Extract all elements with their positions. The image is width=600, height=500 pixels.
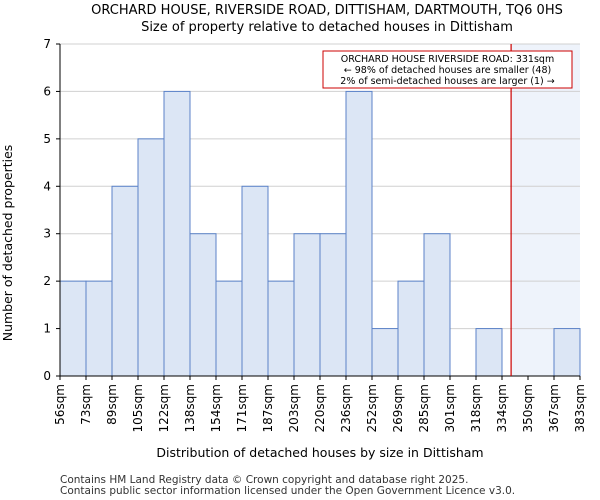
y-tick-label: 6: [43, 84, 51, 98]
x-tick-label: 269sqm: [391, 384, 405, 432]
chart-title: ORCHARD HOUSE, RIVERSIDE ROAD, DITTISHAM…: [91, 3, 563, 18]
bar: [345, 90, 373, 377]
bar: [423, 233, 451, 377]
y-tick-label: 2: [43, 274, 51, 288]
x-tick-label: 334sqm: [495, 384, 509, 432]
x-tick-label: 105sqm: [131, 384, 145, 432]
bar: [319, 233, 347, 377]
bar: [553, 328, 581, 377]
y-axis-label: Number of detached properties: [0, 145, 15, 342]
bar: [215, 280, 243, 377]
bar: [137, 138, 165, 377]
bar: [371, 328, 399, 377]
x-tick-label: 154sqm: [209, 384, 223, 432]
x-axis-label: Distribution of detached houses by size …: [156, 445, 483, 460]
y-tick-label: 7: [43, 37, 51, 51]
x-tick-label: 350sqm: [521, 384, 535, 432]
y-tick-label: 4: [43, 179, 51, 193]
plot-area: 0 1 2 3 4 5 6 7 56sqm 73sqm 89sqm 105sqm 122sqm 138sq…: [43, 37, 587, 432]
annotation-text: ← 98% of detached houses are smaller (48…: [344, 65, 551, 76]
y-tick-label: 5: [43, 132, 51, 146]
x-tick-label: 383sqm: [573, 384, 587, 432]
x-tick-label: 73sqm: [79, 384, 93, 425]
bar: [241, 185, 269, 377]
x-tick-label: 187sqm: [261, 384, 275, 432]
x-tick-label: 171sqm: [235, 384, 249, 432]
bar: [189, 233, 217, 377]
x-tick-label: 203sqm: [287, 384, 301, 432]
y-tick-label: 0: [43, 369, 51, 383]
y-tick-label: 1: [43, 322, 51, 336]
annotation-box: [322, 50, 573, 89]
bar: [475, 328, 503, 377]
x-tick-label: 89sqm: [105, 384, 119, 425]
x-tick-label: 301sqm: [443, 384, 457, 432]
annotation-text: 2% of semi-detached houses are larger (1…: [340, 76, 554, 87]
x-tick-label: 56sqm: [53, 384, 67, 425]
bar: [111, 185, 139, 377]
bar: [59, 280, 87, 377]
bar: [163, 90, 191, 377]
x-tick-label: 318sqm: [469, 384, 483, 432]
x-tick-label: 252sqm: [365, 384, 379, 432]
shaded-region: [511, 44, 580, 376]
y-tick-label: 3: [43, 227, 51, 241]
footer-line-2: Contains public sector information licen…: [60, 485, 515, 497]
x-tick-label: 285sqm: [417, 384, 431, 432]
bar: [267, 280, 295, 377]
x-tick-label: 367sqm: [547, 384, 561, 432]
x-tick-label: 236sqm: [339, 384, 353, 432]
bar: [293, 233, 321, 377]
x-tick-label: 138sqm: [183, 384, 197, 432]
bar: [85, 280, 113, 377]
x-tick-label: 220sqm: [313, 384, 327, 432]
chart-subtitle: Size of property relative to detached ho…: [141, 20, 513, 35]
bar: [397, 280, 425, 377]
annotation-text: ORCHARD HOUSE RIVERSIDE ROAD: 331sqm: [341, 54, 554, 65]
footer-line-1: Contains HM Land Registry data © Crown c…: [60, 474, 468, 486]
x-tick-label: 122sqm: [157, 384, 171, 432]
